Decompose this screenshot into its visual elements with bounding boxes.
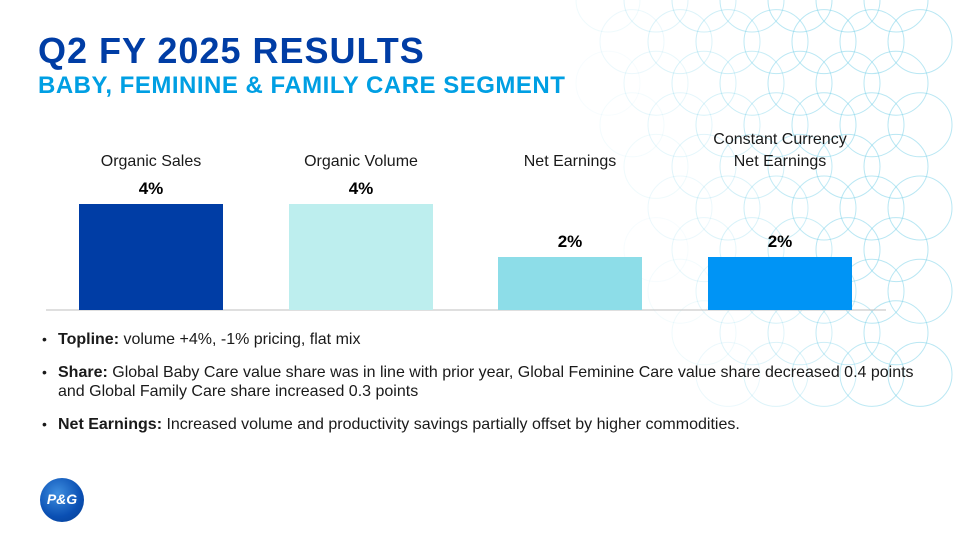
pattern-circle bbox=[719, 0, 785, 33]
category-label: Organic Sales bbox=[101, 153, 202, 170]
bar bbox=[289, 204, 433, 310]
pattern-circle bbox=[887, 341, 953, 407]
category-label: Constant Currency bbox=[713, 131, 846, 148]
pattern-circle bbox=[695, 341, 761, 407]
pattern-circle bbox=[887, 9, 953, 75]
pg-logo-text: P&G bbox=[46, 491, 78, 507]
category-label: Net Earnings bbox=[734, 153, 827, 170]
pattern-circle bbox=[695, 9, 761, 75]
pattern-circle bbox=[647, 92, 713, 158]
pattern-circle bbox=[887, 175, 953, 241]
bullet-label: Net Earnings: bbox=[58, 416, 163, 433]
pattern-circle bbox=[647, 9, 713, 75]
pattern-circle bbox=[815, 133, 881, 199]
pattern-circle bbox=[575, 0, 641, 33]
data-label: 2% bbox=[768, 232, 793, 251]
data-label: 2% bbox=[558, 232, 583, 251]
pattern-circle bbox=[719, 133, 785, 199]
pattern-circle bbox=[863, 133, 929, 199]
page-subtitle: BABY, FEMININE & FAMILY CARE SEGMENT bbox=[38, 72, 566, 99]
pattern-circle bbox=[863, 0, 929, 33]
pattern-circle bbox=[743, 175, 809, 241]
pg-logo: P&G bbox=[40, 478, 84, 522]
category-label: Net Earnings bbox=[524, 153, 617, 170]
pattern-circle bbox=[791, 92, 857, 158]
pattern-circle bbox=[671, 0, 737, 33]
pattern-circle bbox=[839, 175, 905, 241]
pattern-circle bbox=[839, 92, 905, 158]
pattern-circle bbox=[839, 9, 905, 75]
bar bbox=[79, 204, 223, 310]
data-label: 4% bbox=[349, 179, 374, 198]
pattern-circle bbox=[791, 341, 857, 407]
bullet-dot-icon: • bbox=[42, 416, 47, 432]
bar bbox=[498, 257, 642, 310]
pattern-circle bbox=[671, 300, 737, 366]
pattern-circle bbox=[791, 9, 857, 75]
pattern-circle bbox=[767, 50, 833, 116]
pattern-circle bbox=[671, 50, 737, 116]
pattern-circle bbox=[815, 50, 881, 116]
pattern-circle bbox=[671, 217, 737, 283]
pattern-circle bbox=[599, 9, 665, 75]
bullet-text: Increased volume and productivity saving… bbox=[162, 416, 740, 433]
pattern-circle bbox=[767, 0, 833, 33]
bullet-dot-icon: • bbox=[42, 331, 47, 347]
pattern-circle bbox=[863, 50, 929, 116]
pattern-circle bbox=[815, 0, 881, 33]
bullet-text: Global Baby Care value share was in line… bbox=[58, 364, 914, 400]
pattern-circle bbox=[743, 9, 809, 75]
pattern-circle bbox=[719, 50, 785, 116]
pattern-circle bbox=[575, 50, 641, 116]
bullet-net-earnings: • Net Earnings: Increased volume and pro… bbox=[42, 415, 922, 434]
data-label: 4% bbox=[139, 179, 164, 198]
pattern-circle bbox=[743, 92, 809, 158]
pattern-circle bbox=[623, 217, 689, 283]
bar-chart: 4% Organic Sales 4% Organic Volume 2% Net Ear… bbox=[46, 131, 886, 311]
pattern-circle bbox=[623, 50, 689, 116]
pattern-circle bbox=[887, 258, 953, 324]
category-label: Organic Volume bbox=[304, 153, 418, 170]
pattern-circle bbox=[839, 341, 905, 407]
pattern-circle bbox=[599, 92, 665, 158]
background-circle-pattern bbox=[575, 0, 953, 407]
pattern-circle bbox=[695, 175, 761, 241]
pattern-circle bbox=[647, 175, 713, 241]
pattern-circle bbox=[767, 133, 833, 199]
bullet-label: Share: bbox=[58, 364, 108, 381]
bullet-text: volume +4%, -1% pricing, flat mix bbox=[119, 331, 361, 348]
pattern-circle bbox=[623, 0, 689, 33]
bullet-topline: • Topline: volume +4%, -1% pricing, flat… bbox=[42, 330, 922, 349]
bullet-share: • Share: Global Baby Care value share wa… bbox=[42, 363, 922, 401]
pattern-circle bbox=[863, 217, 929, 283]
bullet-label: Topline: bbox=[58, 331, 120, 348]
page-title: Q2 FY 2025 RESULTS bbox=[38, 30, 425, 71]
pattern-circle bbox=[695, 92, 761, 158]
pattern-circle bbox=[671, 133, 737, 199]
pattern-circle bbox=[863, 300, 929, 366]
pattern-circle bbox=[623, 133, 689, 199]
pattern-circle bbox=[743, 341, 809, 407]
pattern-circle bbox=[791, 175, 857, 241]
bar bbox=[708, 257, 852, 310]
pattern-circle bbox=[887, 92, 953, 158]
bullet-list: • Topline: volume +4%, -1% pricing, flat… bbox=[42, 330, 922, 448]
bullet-dot-icon: • bbox=[42, 364, 47, 380]
